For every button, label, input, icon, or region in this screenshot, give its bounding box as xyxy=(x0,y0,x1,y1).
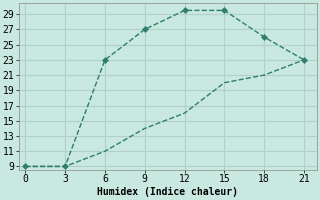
X-axis label: Humidex (Indice chaleur): Humidex (Indice chaleur) xyxy=(98,187,238,197)
